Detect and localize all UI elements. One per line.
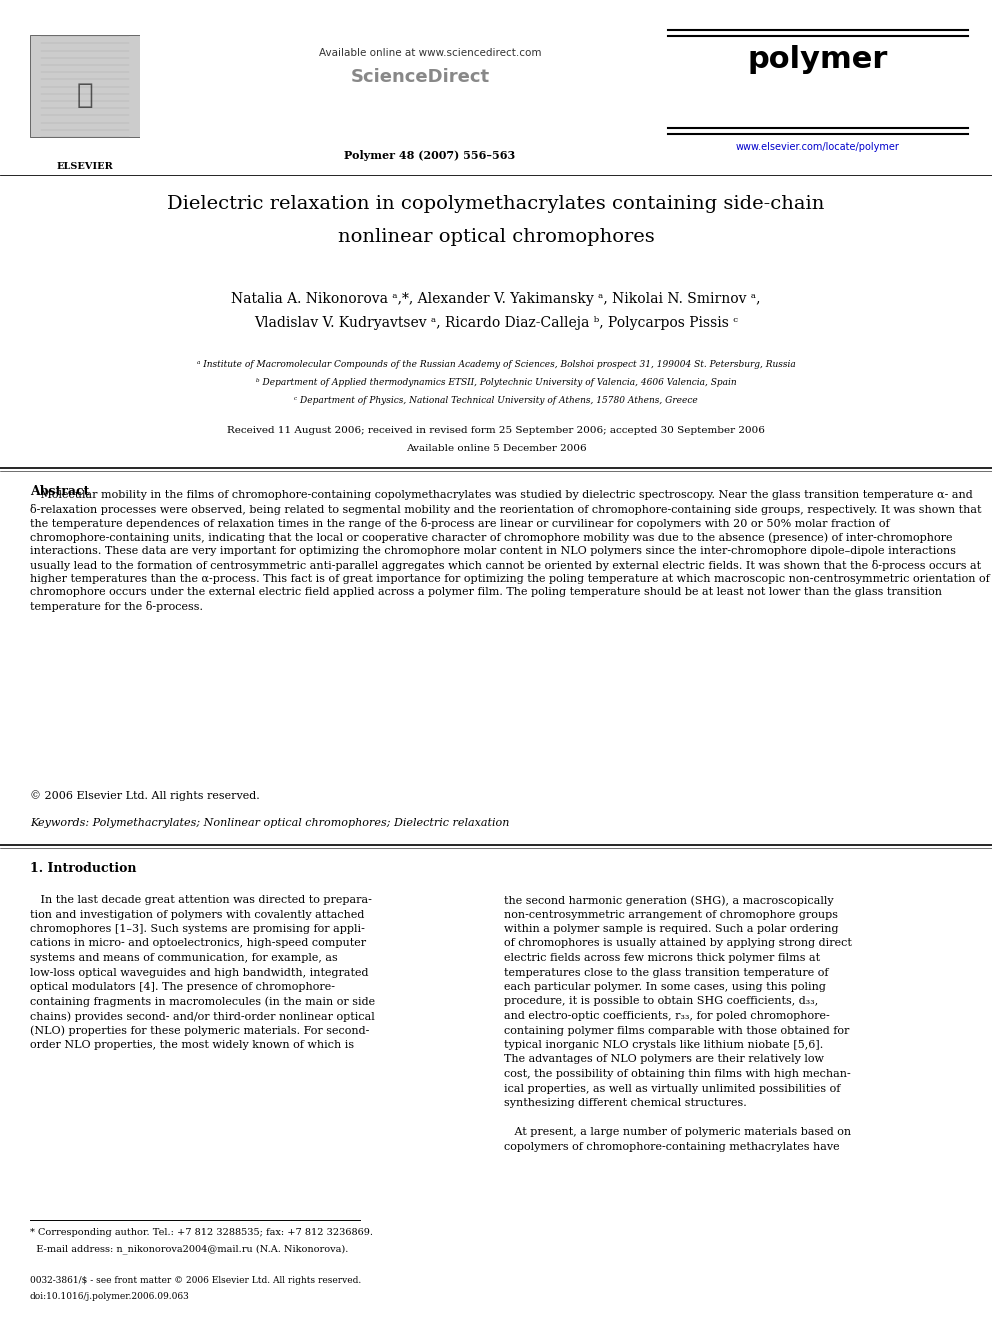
Text: 🌳: 🌳	[76, 81, 93, 108]
Text: cost, the possibility of obtaining thin films with high mechan-: cost, the possibility of obtaining thin …	[504, 1069, 851, 1080]
Text: ScienceDirect: ScienceDirect	[350, 67, 490, 86]
Text: procedure, it is possible to obtain SHG coefficients, d₃₃,: procedure, it is possible to obtain SHG …	[504, 996, 818, 1007]
Text: each particular polymer. In some cases, using this poling: each particular polymer. In some cases, …	[504, 982, 826, 992]
Text: © 2006 Elsevier Ltd. All rights reserved.: © 2006 Elsevier Ltd. All rights reserved…	[30, 790, 260, 800]
Bar	[30, 34, 140, 138]
Text: ᶜ Department of Physics, National Technical University of Athens, 15780 Athens, : ᶜ Department of Physics, National Techni…	[294, 396, 698, 405]
Text: doi:10.1016/j.polymer.2006.09.063: doi:10.1016/j.polymer.2006.09.063	[30, 1293, 189, 1301]
Text: At present, a large number of polymeric materials based on: At present, a large number of polymeric …	[504, 1127, 851, 1136]
Text: Dielectric relaxation in copolymethacrylates containing side-chain: Dielectric relaxation in copolymethacryl…	[168, 194, 824, 213]
Text: ELSEVIER: ELSEVIER	[57, 161, 113, 171]
Text: The advantages of NLO polymers are their relatively low: The advantages of NLO polymers are their…	[504, 1054, 824, 1065]
Text: Keywords: Polymethacrylates; Nonlinear optical chromophores; Dielectric relaxati: Keywords: Polymethacrylates; Nonlinear o…	[30, 818, 509, 828]
Text: tion and investigation of polymers with covalently attached: tion and investigation of polymers with …	[30, 909, 364, 919]
Text: systems and means of communication, for example, as: systems and means of communication, for …	[30, 953, 337, 963]
Text: synthesizing different chemical structures.: synthesizing different chemical structur…	[504, 1098, 747, 1107]
Text: Received 11 August 2006; received in revised form 25 September 2006; accepted 30: Received 11 August 2006; received in rev…	[227, 426, 765, 435]
Text: electric fields across few microns thick polymer films at: electric fields across few microns thick…	[504, 953, 820, 963]
Text: Available online at www.sciencedirect.com: Available online at www.sciencedirect.co…	[318, 48, 542, 58]
Text: of chromophores is usually attained by applying strong direct: of chromophores is usually attained by a…	[504, 938, 852, 949]
Text: polymer: polymer	[748, 45, 888, 74]
Text: Natalia A. Nikonorova ᵃ,*, Alexander V. Yakimansky ᵃ, Nikolai N. Smirnov ᵃ,: Natalia A. Nikonorova ᵃ,*, Alexander V. …	[231, 292, 761, 306]
Text: non-centrosymmetric arrangement of chromophore groups: non-centrosymmetric arrangement of chrom…	[504, 909, 838, 919]
Text: Molecular mobility in the films of chromophore-containing copolymethacrylates wa: Molecular mobility in the films of chrom…	[30, 490, 990, 613]
Text: order NLO properties, the most widely known of which is: order NLO properties, the most widely kn…	[30, 1040, 354, 1050]
Text: (NLO) properties for these polymeric materials. For second-: (NLO) properties for these polymeric mat…	[30, 1025, 369, 1036]
Text: www.elsevier.com/locate/polymer: www.elsevier.com/locate/polymer	[736, 142, 900, 152]
Text: chromophores [1–3]. Such systems are promising for appli-: chromophores [1–3]. Such systems are pro…	[30, 923, 365, 934]
Text: * Corresponding author. Tel.: +7 812 3288535; fax: +7 812 3236869.: * Corresponding author. Tel.: +7 812 328…	[30, 1228, 373, 1237]
Text: nonlinear optical chromophores: nonlinear optical chromophores	[337, 228, 655, 246]
Text: 0032-3861/$ - see front matter © 2006 Elsevier Ltd. All rights reserved.: 0032-3861/$ - see front matter © 2006 El…	[30, 1275, 361, 1285]
Text: ical properties, as well as virtually unlimited possibilities of: ical properties, as well as virtually un…	[504, 1084, 840, 1094]
Text: In the last decade great attention was directed to prepara-: In the last decade great attention was d…	[30, 894, 372, 905]
Text: containing fragments in macromolecules (in the main or side: containing fragments in macromolecules (…	[30, 996, 375, 1007]
Text: ᵃ Institute of Macromolecular Compounds of the Russian Academy of Sciences, Bols: ᵃ Institute of Macromolecular Compounds …	[196, 360, 796, 369]
Text: chains) provides second- and/or third-order nonlinear optical: chains) provides second- and/or third-or…	[30, 1011, 375, 1021]
Text: within a polymer sample is required. Such a polar ordering: within a polymer sample is required. Suc…	[504, 923, 838, 934]
Text: containing polymer films comparable with those obtained for: containing polymer films comparable with…	[504, 1025, 849, 1036]
Text: cations in micro- and optoelectronics, high-speed computer: cations in micro- and optoelectronics, h…	[30, 938, 366, 949]
Text: low-loss optical waveguides and high bandwidth, integrated: low-loss optical waveguides and high ban…	[30, 967, 368, 978]
Text: Vladislav V. Kudryavtsev ᵃ, Ricardo Diaz-Calleja ᵇ, Polycarpos Pissis ᶜ: Vladislav V. Kudryavtsev ᵃ, Ricardo Diaz…	[254, 316, 738, 329]
Text: 1. Introduction: 1. Introduction	[30, 863, 137, 875]
Text: Abstract: Abstract	[30, 486, 89, 497]
Text: temperatures close to the glass transition temperature of: temperatures close to the glass transiti…	[504, 967, 828, 978]
Text: Available online 5 December 2006: Available online 5 December 2006	[406, 445, 586, 452]
Text: and electro-optic coefficients, r₃₃, for poled chromophore-: and electro-optic coefficients, r₃₃, for…	[504, 1011, 829, 1021]
Text: Polymer 48 (2007) 556–563: Polymer 48 (2007) 556–563	[344, 149, 516, 161]
Text: the second harmonic generation (SHG), a macroscopically: the second harmonic generation (SHG), a …	[504, 894, 833, 905]
Text: optical modulators [4]. The presence of chromophore-: optical modulators [4]. The presence of …	[30, 982, 335, 992]
Text: E-mail address: n_nikonorova2004@mail.ru (N.A. Nikonorova).: E-mail address: n_nikonorova2004@mail.ru…	[30, 1244, 348, 1254]
Text: typical inorganic NLO crystals like lithium niobate [5,6].: typical inorganic NLO crystals like lith…	[504, 1040, 823, 1050]
Text: copolymers of chromophore-containing methacrylates have: copolymers of chromophore-containing met…	[504, 1142, 839, 1151]
Text: ᵇ Department of Applied thermodynamics ETSII, Polytechnic University of Valencia: ᵇ Department of Applied thermodynamics E…	[256, 378, 736, 388]
